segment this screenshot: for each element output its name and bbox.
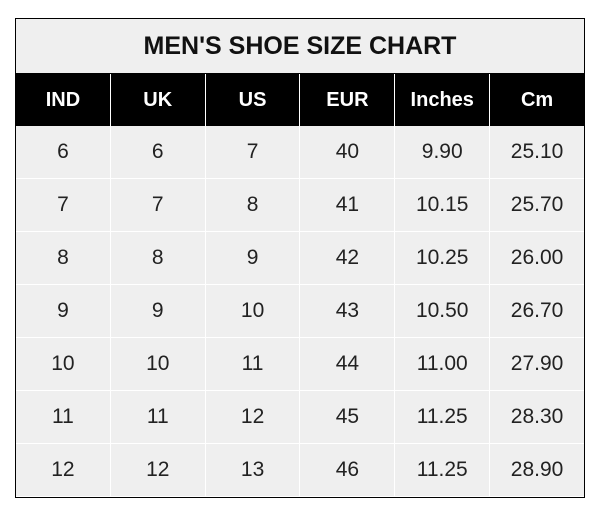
table-cell: 12 [205,391,301,444]
table-cell: 11.00 [395,338,491,391]
table-cell: 11.25 [395,391,491,444]
table-title: MEN'S SHOE SIZE CHART [16,19,584,74]
table-cell: 10 [16,338,111,391]
table-cell: 46 [300,444,396,497]
table-cell: 11 [110,391,206,444]
table-cell: 12 [110,444,206,497]
column-header: US [206,74,301,126]
table-body: 6 6 7 40 9.90 25.10 7 7 8 41 10.15 25.70 8 8 9 42 10.25 2… [16,126,584,497]
shoe-size-table: MEN'S SHOE SIZE CHART IND UK US EUR Inch… [15,18,585,498]
table-cell: 11.25 [395,444,491,497]
column-header: IND [16,74,111,126]
table-cell: 8 [205,179,301,232]
column-header: Inches [395,74,491,126]
table-cell: 7 [110,179,206,232]
table-row: 12 12 13 46 11.25 28.90 [16,444,584,497]
table-cell: 9 [110,285,206,338]
table-cell: 26.00 [490,232,584,285]
table-cell: 25.70 [490,179,584,232]
table-cell: 9 [16,285,111,338]
table-cell: 7 [16,179,111,232]
table-cell: 8 [110,232,206,285]
table-row: 10 10 11 44 11.00 27.90 [16,338,584,391]
table-row: 7 7 8 41 10.15 25.70 [16,179,584,232]
table-cell: 44 [300,338,396,391]
table-cell: 10.25 [395,232,491,285]
table-cell: 10 [110,338,206,391]
column-header: UK [111,74,206,126]
table-cell: 45 [300,391,396,444]
column-header: EUR [300,74,396,126]
table-cell: 8 [16,232,111,285]
table-cell: 25.10 [490,126,584,179]
table-row: 9 9 10 43 10.50 26.70 [16,285,584,338]
table-row: 8 8 9 42 10.25 26.00 [16,232,584,285]
table-cell: 40 [300,126,396,179]
table-cell: 13 [205,444,301,497]
table-cell: 6 [16,126,111,179]
table-cell: 42 [300,232,396,285]
table-cell: 27.90 [490,338,584,391]
table-cell: 26.70 [490,285,584,338]
table-cell: 9.90 [395,126,491,179]
table-cell: 28.90 [490,444,584,497]
table-cell: 10 [205,285,301,338]
table-cell: 11 [205,338,301,391]
table-cell: 43 [300,285,396,338]
table-cell: 7 [205,126,301,179]
table-cell: 6 [110,126,206,179]
table-cell: 9 [205,232,301,285]
table-row: 11 11 12 45 11.25 28.30 [16,391,584,444]
table-cell: 12 [16,444,111,497]
table-cell: 41 [300,179,396,232]
column-header: Cm [520,88,554,111]
table-cell: 10.15 [395,179,491,232]
header-row: IND UK US EUR Inches Cm [16,74,584,126]
table-cell: 28.30 [490,391,584,444]
table-cell: 11 [16,391,111,444]
table-row: 6 6 7 40 9.90 25.10 [16,126,584,179]
table-cell: 10.50 [395,285,491,338]
